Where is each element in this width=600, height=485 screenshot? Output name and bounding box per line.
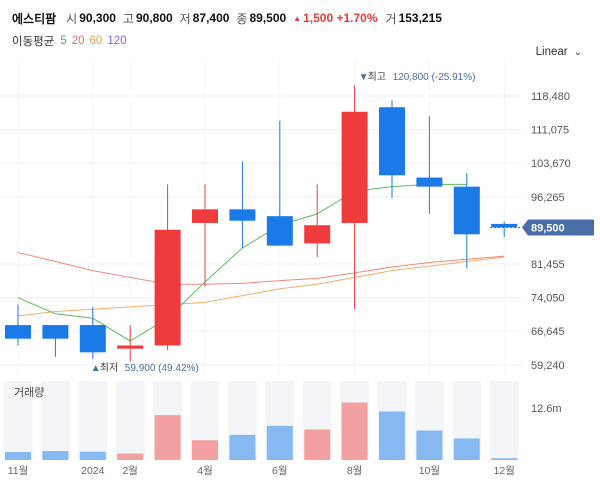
volume-bar — [379, 411, 405, 460]
high-annotation-value: 120,800 (-25.91%) — [393, 72, 476, 83]
x-axis-tick: 6월 — [272, 465, 288, 477]
close-label: 종 — [236, 11, 248, 26]
volume-bg-column — [115, 381, 145, 460]
y-axis-tick: 118,480 — [531, 91, 570, 103]
current-price-tag — [522, 219, 594, 236]
scale-label: Linear — [535, 46, 568, 58]
volume-bar — [229, 434, 256, 460]
candle-body — [491, 223, 518, 228]
y-axis-tick: 111,075 — [531, 125, 569, 137]
ma-period-120: 120 — [107, 35, 127, 47]
ma-period-20: 20 — [71, 35, 85, 47]
volume-bg-column — [40, 381, 70, 460]
open-label: 시 — [66, 11, 78, 26]
high-value: 90,800 — [135, 11, 173, 25]
candle-body — [341, 111, 368, 223]
x-axis-tick: 8월 — [347, 465, 363, 477]
change-percent: +1.70% — [336, 11, 378, 25]
volume-bar — [266, 425, 293, 460]
volume-value: 153,215 — [398, 11, 442, 25]
high-annotation-label: 최고 — [368, 71, 386, 83]
candle-body — [192, 209, 218, 223]
candle-body — [379, 107, 405, 176]
y-axis-tick: 66,645 — [531, 326, 565, 338]
low-annotation-label: 최저 — [100, 362, 118, 374]
change-amount: 1,500 — [303, 11, 334, 25]
candle-body — [154, 229, 181, 346]
stock-header: 에스티팜 시 90,300 고 90,800 저 87,400 종 89,500… — [12, 8, 449, 28]
price-change: ▲ 1,500 +1.70% — [293, 11, 377, 25]
down-triangle-icon: ▼ — [359, 72, 369, 83]
volume-bar — [304, 429, 331, 460]
stock-name: 에스티팜 — [12, 11, 57, 26]
volume-axis-tick: 12.6m — [531, 403, 562, 415]
ma-legend-title: 이동평균 — [12, 36, 55, 48]
volume-bg-column — [78, 381, 108, 460]
candle-body — [42, 325, 69, 339]
y-axis-tick: 59,240 — [531, 360, 565, 372]
volume-bar — [453, 438, 480, 460]
volume-bar — [341, 402, 368, 460]
high-label: 고 — [122, 11, 134, 26]
volume-label: 거 — [385, 11, 397, 26]
open-value: 90,300 — [79, 11, 116, 25]
chevron-down-icon: ⌄ — [573, 46, 582, 58]
x-axis-tick: 10월 — [419, 465, 440, 477]
x-axis-tick: 11월 — [8, 465, 29, 477]
volume-bg-column — [3, 381, 33, 460]
volume-bar — [42, 451, 69, 460]
scale-dropdown[interactable]: Linear ⌄ — [536, 46, 582, 58]
volume-bar — [117, 453, 144, 460]
volume-title: 거래량 — [14, 386, 44, 399]
y-axis-tick: 96,265 — [531, 192, 565, 204]
x-axis-tick: 2024 — [81, 465, 105, 477]
candle-body — [79, 325, 106, 353]
up-triangle-icon: ▲ — [91, 363, 101, 374]
moving-average-legend[interactable]: 이동평균 5 20 60 120 — [12, 33, 132, 49]
volume-bar — [79, 451, 106, 460]
ma20-line — [17, 251, 505, 285]
candle-body — [5, 325, 31, 339]
ma-period-60: 60 — [89, 35, 103, 47]
volume-bar — [416, 430, 443, 460]
candle-body — [416, 177, 443, 187]
ma-period-5: 5 — [60, 35, 67, 47]
close-value: 89,500 — [249, 11, 287, 25]
y-axis-tick: 103,670 — [531, 158, 571, 170]
candle-body — [304, 225, 331, 244]
x-axis-tick: 4월 — [197, 465, 213, 477]
low-label: 저 — [179, 11, 191, 26]
x-axis-tick: 2월 — [122, 465, 138, 477]
volume-bar — [154, 415, 181, 460]
candle-body — [229, 209, 256, 221]
volume-bar — [5, 452, 31, 460]
volume-bg-column — [489, 381, 519, 460]
y-axis-tick: 81,455 — [531, 259, 565, 271]
candle-body — [453, 186, 480, 235]
low-value: 87,400 — [192, 11, 230, 25]
candle-body — [117, 345, 144, 349]
current-price-tag-text: 89,500 — [531, 223, 565, 235]
y-axis-tick: 74,050 — [531, 293, 565, 305]
low-annotation-value: 59,900 (49.42%) — [125, 363, 199, 374]
volume-bar — [491, 458, 518, 460]
up-triangle-icon: ▲ — [293, 14, 302, 23]
candle-body — [266, 216, 293, 246]
volume-bar — [192, 440, 218, 460]
ma60-line — [17, 256, 505, 317]
x-axis-tick: 12월 — [494, 465, 515, 477]
